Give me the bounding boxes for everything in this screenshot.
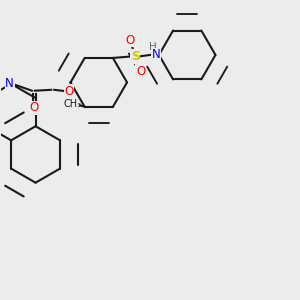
Text: S: S [131, 50, 140, 63]
Text: O: O [136, 65, 145, 78]
Text: O: O [29, 101, 39, 114]
Text: N: N [152, 49, 160, 62]
Text: O: O [125, 34, 134, 46]
Text: H: H [149, 42, 157, 52]
Text: O: O [64, 85, 74, 98]
Text: N: N [5, 77, 14, 90]
Text: CH₃: CH₃ [64, 99, 82, 109]
